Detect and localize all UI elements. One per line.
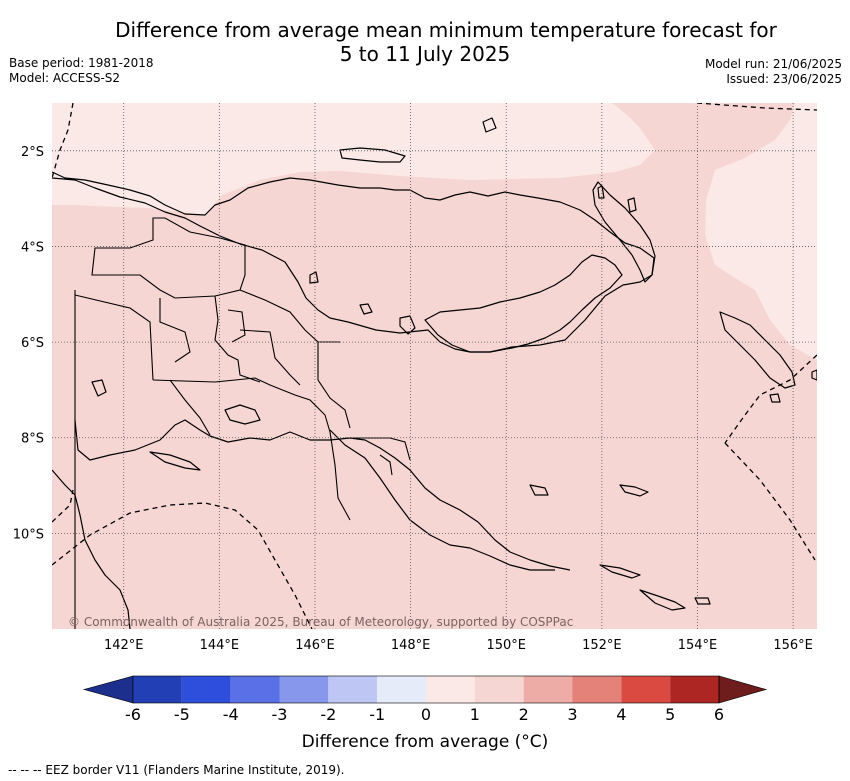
lon-tick-label: 154°E	[678, 638, 718, 653]
lat-tick-label: 4°S	[21, 240, 44, 255]
lon-tick-label: 156°E	[773, 638, 813, 653]
colorbar-segment	[181, 676, 231, 703]
new-britain-coast	[424, 254, 623, 353]
title-line-1: Difference from average mean minimum tem…	[115, 18, 777, 42]
colorbar-label: Difference from average (°C)	[301, 732, 549, 752]
lon-tick-label: 142°E	[104, 638, 144, 653]
province-boundaries	[74, 217, 411, 629]
lon-tick-label: 144°E	[200, 638, 240, 653]
colorbar-tick-label: -1	[369, 705, 385, 724]
zone-zero-to-one-northeast	[705, 103, 817, 360]
south-coast	[52, 469, 131, 629]
colorbar-tick-label: 4	[616, 705, 626, 724]
colorbar-frame	[132, 675, 720, 704]
colorbar-segment	[230, 676, 280, 703]
colorbar-segment	[133, 676, 182, 703]
colorbar-tick-label: 6	[714, 705, 724, 724]
meta-left: Base period: 1981-2018 Model: ACCESS-S2	[9, 56, 154, 86]
colorbar-tick-label: 1	[470, 705, 480, 724]
lon-tick-label: 146°E	[295, 638, 335, 653]
lat-tick-label: 2°S	[21, 145, 44, 160]
manus-coast	[339, 147, 406, 163]
lat-tick-label: 6°S	[21, 336, 44, 351]
issued-date: Issued: 23/06/2025	[726, 72, 842, 86]
colorbar-tick-label: -4	[223, 705, 239, 724]
colorbar-segment	[621, 676, 671, 703]
colorbar-tick-label: 0	[421, 705, 431, 724]
colorbar-tick-label: -3	[272, 705, 288, 724]
colorbar-segment	[474, 676, 524, 703]
colorbar-segment	[279, 676, 329, 703]
colorbar-extend-low	[82, 675, 134, 704]
base-period: Base period: 1981-2018	[9, 56, 154, 70]
eez-footnote: -- -- -- EEZ border V11 (Flanders Marine…	[8, 763, 345, 777]
lat-tick-label: 10°S	[13, 527, 44, 542]
lon-tick-label: 148°E	[391, 638, 431, 653]
colorbar-segment	[670, 676, 719, 703]
colorbar-tick-label: -2	[320, 705, 336, 724]
colorbar-segment	[328, 676, 378, 703]
meta-right: Model run: 21/06/2025 Issued: 23/06/2025	[705, 57, 842, 87]
colorbar-tick-labels: -6 -5 -4 -3 -2 -1 0 1 2 3 4 5 6	[125, 705, 724, 724]
model-run: Model run: 21/06/2025	[704, 57, 842, 71]
new-ireland-coast	[592, 181, 656, 283]
colorbar-segment	[426, 676, 475, 703]
colorbar-tick-label: 2	[519, 705, 529, 724]
colorbar-extend-high	[718, 675, 768, 704]
lon-tick-label: 152°E	[582, 638, 622, 653]
new-guinea-coast	[52, 171, 655, 353]
lat-tick-label: 8°S	[21, 432, 44, 447]
map-title: Difference from average mean minimum tem…	[0, 18, 850, 66]
colorbar-segment	[377, 676, 426, 703]
eez-borders	[52, 103, 817, 629]
colorbar-segment	[523, 676, 573, 703]
coastlines	[52, 117, 817, 629]
title-line-2: 5 to 11 July 2025	[339, 42, 511, 66]
southeast-coast	[329, 429, 555, 571]
colorbar-tick-label: 3	[567, 705, 577, 724]
colorbar-tick-label: -6	[125, 705, 141, 724]
copyright-text: © Commonwealth of Australia 2025, Bureau…	[68, 615, 573, 629]
fly-river-coast	[74, 419, 571, 571]
colorbar	[82, 675, 768, 704]
lon-tick-label: 150°E	[486, 638, 526, 653]
gridlines	[52, 103, 817, 629]
longitude-labels: 142°E 144°E 146°E 148°E 150°E 152°E 154°E 156°E	[104, 638, 813, 653]
bougainville-coast	[719, 311, 796, 389]
colorbar-tick-label: -5	[174, 705, 190, 724]
colorbar-segment	[572, 676, 622, 703]
colorbar-tick-label: 5	[665, 705, 675, 724]
model-name: Model: ACCESS-S2	[9, 71, 121, 85]
latitude-labels: 2°S 4°S 6°S 8°S 10°S	[13, 145, 44, 543]
